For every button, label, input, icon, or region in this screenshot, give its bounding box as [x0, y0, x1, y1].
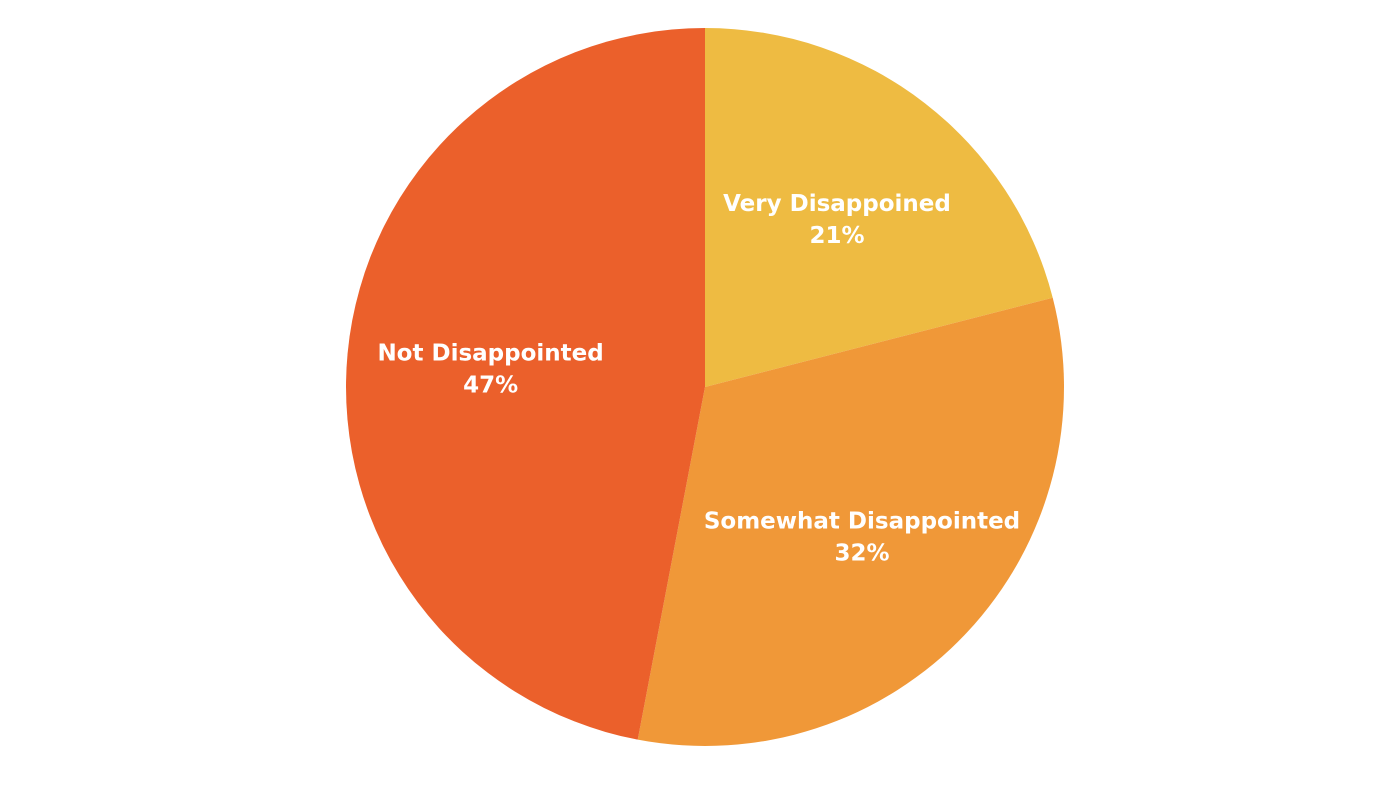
labels-layer: Very Disappoined 21% Somewhat Disappointed…: [377, 191, 1020, 567]
slice-value-very-disappoined: 21%: [809, 223, 864, 249]
slice-label-somewhat-disappointed: Somewhat Disappointed: [704, 509, 1020, 535]
slice-value-somewhat-disappointed: 32%: [834, 541, 889, 567]
pie-slice-very-disappoined: [705, 28, 1053, 387]
slice-value-not-disappointed: 47%: [463, 373, 518, 399]
slice-label-very-disappoined: Very Disappoined: [723, 191, 951, 217]
slice-label-not-disappointed: Not Disappointed: [377, 341, 603, 367]
pie-slice-not-disappointed: [346, 28, 705, 740]
pie-slice-somewhat-disappointed: [637, 297, 1064, 746]
slices-layer: [346, 28, 1064, 746]
